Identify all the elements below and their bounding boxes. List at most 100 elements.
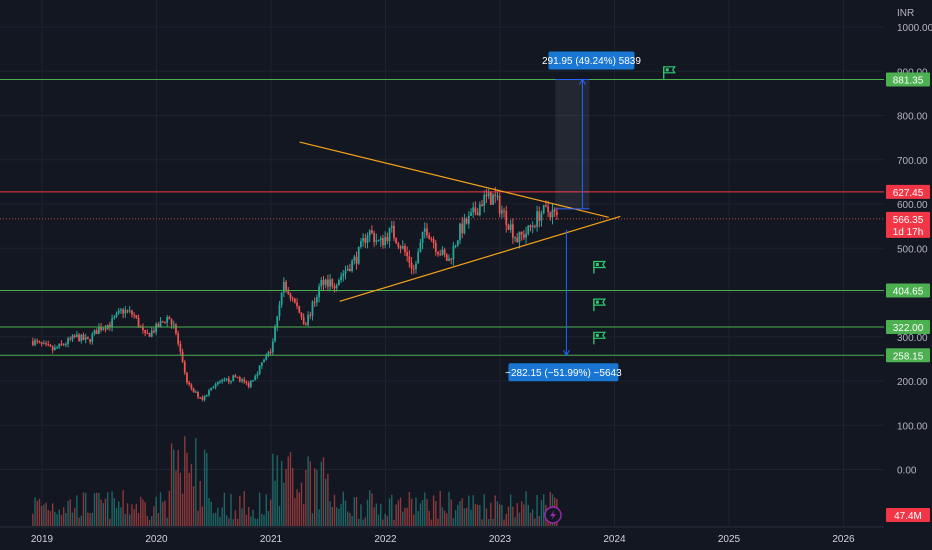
level-tag-label: 881.35 <box>893 76 924 87</box>
candle-body <box>49 345 52 347</box>
volume-bar <box>87 512 89 526</box>
volume-bar <box>291 467 294 526</box>
volume-bar <box>267 511 270 526</box>
flag-layer <box>593 66 676 345</box>
volume-bar <box>366 499 369 526</box>
candle-body <box>315 297 318 303</box>
volume-bar <box>505 513 507 526</box>
candle-body <box>258 365 261 374</box>
volume-bar <box>168 490 171 526</box>
candle-body <box>249 380 252 387</box>
candle-body <box>366 235 369 243</box>
volume-bar <box>520 501 523 526</box>
y-tick-label: 1000.00 <box>897 23 932 34</box>
candle-body <box>395 237 398 244</box>
candle-body <box>75 334 78 338</box>
candle-body <box>443 249 446 255</box>
candle-body <box>393 225 395 238</box>
x-tick-label: 2021 <box>260 534 283 545</box>
volume-bar <box>369 490 371 526</box>
candle-body <box>520 231 523 235</box>
volume-bar <box>448 491 450 526</box>
candle-body <box>483 194 486 206</box>
volume-bar <box>487 519 490 526</box>
candle-body <box>375 240 378 243</box>
candle-body <box>89 339 91 342</box>
candle-body <box>170 319 173 325</box>
candle-body <box>40 341 43 344</box>
volume-bar <box>531 509 534 526</box>
candle-body <box>313 301 316 303</box>
lightning-icon-bolt <box>550 510 556 520</box>
volume-bar <box>426 499 428 526</box>
current-price-tag <box>886 211 930 238</box>
volume-bar <box>254 518 256 526</box>
volume-bar <box>542 494 545 526</box>
candle-body <box>183 361 186 373</box>
volume-bar <box>38 498 41 526</box>
candle-body <box>467 215 470 224</box>
volume-bar <box>474 503 477 526</box>
volume-bar <box>327 473 329 526</box>
candle-body <box>344 270 347 274</box>
candle-body <box>120 309 122 311</box>
volume-bar <box>241 508 243 526</box>
candle-body <box>296 302 298 307</box>
candle-body <box>212 387 215 389</box>
volume-bar <box>51 503 54 526</box>
volume-bar <box>84 492 87 526</box>
candle-body <box>533 225 536 227</box>
volume-bar <box>344 500 347 526</box>
volume-bar <box>494 495 496 526</box>
candle-body <box>115 313 118 317</box>
candle-body <box>470 212 472 216</box>
volume-bar <box>170 443 173 526</box>
candle-body <box>527 225 530 234</box>
measure-label-box[interactable] <box>548 51 635 70</box>
measure-layer[interactable]: 291.95 (49.24%) 5839 −282.15 (−51.99%) −5… <box>505 51 641 382</box>
volume-bar <box>102 503 105 526</box>
candle-body <box>86 337 89 340</box>
volume-bar <box>410 498 413 526</box>
candle-body <box>481 204 483 206</box>
candle-body <box>540 213 543 221</box>
candle-body <box>335 285 338 289</box>
measure-label-box[interactable] <box>508 363 619 382</box>
candle-body <box>36 340 39 342</box>
volume-bar <box>126 503 129 526</box>
volume-bar <box>481 519 483 526</box>
flag-icon <box>593 260 607 274</box>
candle-body <box>300 312 303 318</box>
lightning-icon[interactable] <box>544 506 562 524</box>
volume-bar <box>146 515 149 526</box>
volume-bar <box>408 491 411 526</box>
volume-bar <box>509 494 512 526</box>
candle-body <box>232 375 235 382</box>
volume-bar <box>104 498 107 526</box>
volume-bar <box>446 513 448 526</box>
flag-check <box>595 333 599 337</box>
volume-bar <box>430 519 433 526</box>
candle-body <box>379 238 382 241</box>
volume-bar <box>331 507 334 526</box>
candle-body <box>311 301 314 316</box>
candle-body <box>364 238 367 243</box>
volume-bar <box>118 501 120 526</box>
candle-body <box>492 194 494 205</box>
volume-bar <box>311 513 314 526</box>
volume-bar <box>413 514 415 526</box>
flag-cloth <box>593 260 607 269</box>
candle-body <box>547 206 549 213</box>
volume-bar <box>287 456 289 526</box>
volume-bar <box>461 498 463 526</box>
candle-body <box>459 223 461 241</box>
volume-bar <box>250 516 252 526</box>
candle-body <box>553 209 556 212</box>
candle-body <box>390 225 393 228</box>
level-tag-bg <box>886 72 930 87</box>
candle-body <box>320 279 323 287</box>
volume-bar <box>538 516 540 526</box>
volume-bar <box>340 503 342 526</box>
candle-body <box>362 238 365 242</box>
volume-bar <box>223 492 226 526</box>
